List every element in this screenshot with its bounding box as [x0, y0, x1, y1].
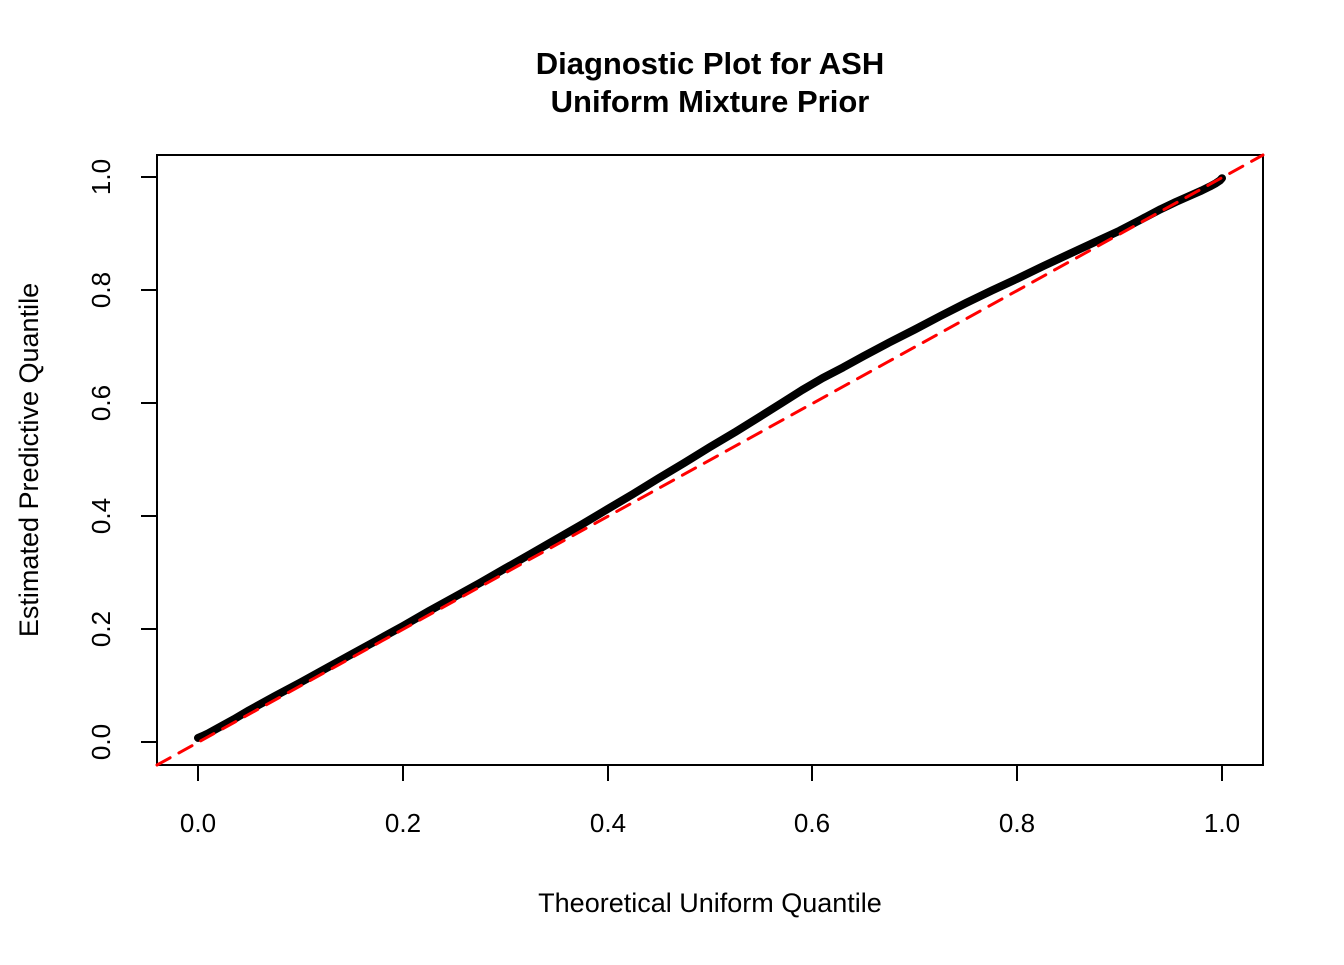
y-tick-label: 1.0	[86, 159, 116, 195]
x-tick-label: 0.0	[180, 808, 216, 838]
y-tick-label: 0.6	[86, 385, 116, 421]
x-tick-label: 0.8	[999, 808, 1035, 838]
plot-box	[156, 154, 1264, 766]
y-tick-label: 0.4	[86, 498, 116, 534]
y-axis-ticks	[141, 176, 157, 743]
y-axis-tick-labels: 0.0 0.2 0.4 0.6 0.8 1.0	[86, 159, 116, 760]
x-axis-ticks	[197, 765, 1223, 781]
x-axis-title: Theoretical Uniform Quantile	[538, 888, 882, 918]
y-tick-label: 0.2	[86, 611, 116, 647]
series-layer	[155, 153, 1265, 767]
x-tick-label: 1.0	[1204, 808, 1240, 838]
y-axis-title: Estimated Predictive Quantile	[14, 283, 44, 637]
x-tick-label: 0.4	[590, 808, 626, 838]
series-reference-line-y-equals-x	[155, 153, 1265, 767]
chart-title-line-1: Diagnostic Plot for ASH	[536, 46, 884, 81]
chart-title-line-2: Uniform Mixture Prior	[551, 84, 870, 119]
x-tick-label: 0.2	[385, 808, 421, 838]
y-tick-label: 0.0	[86, 724, 116, 760]
x-axis-tick-labels: 0.0 0.2 0.4 0.6 0.8 1.0	[180, 808, 1240, 838]
y-tick-label: 0.8	[86, 272, 116, 308]
series-estimated-predictive-quantile-curve	[194, 174, 1226, 742]
x-tick-label: 0.6	[794, 808, 830, 838]
